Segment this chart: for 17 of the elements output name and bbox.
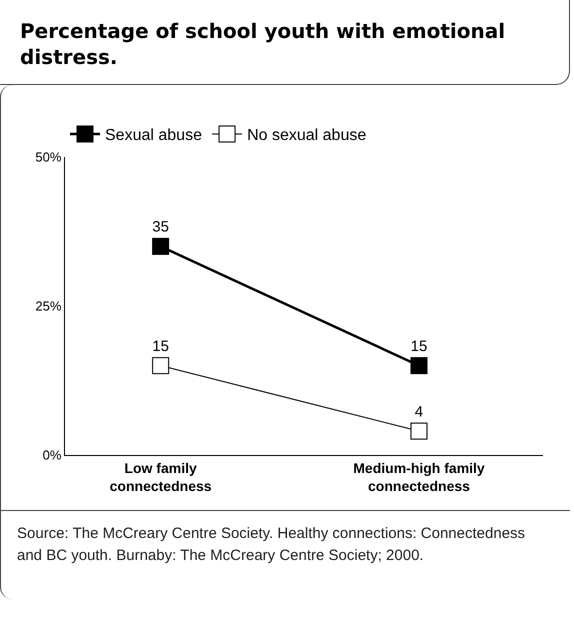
- source-note: Source: The McCreary Centre Society. Healthy connections: Connectedness and BC youth. Burnaby: The McCreary Centre Society; 2000.: [0, 510, 570, 599]
- point: [152, 357, 170, 374]
- data-label: 15: [410, 338, 428, 355]
- x-tick-label: Medium-high family connectedness: [353, 460, 485, 494]
- data-label: 4: [414, 403, 424, 420]
- data-label: 15: [152, 338, 169, 355]
- legend-label: No sexual abuse: [247, 127, 366, 144]
- point: [410, 422, 428, 440]
- y-tick-label: 50%: [35, 150, 62, 165]
- y-tick-label: 25%: [35, 298, 62, 314]
- point: [410, 357, 428, 374]
- legend-label: Sexual abuse: [105, 127, 202, 144]
- x-tick-label: Low family connectedness: [110, 460, 212, 494]
- point: [152, 238, 170, 255]
- data-label: 35: [152, 218, 169, 236]
- y-tick-label: 0%: [42, 448, 62, 463]
- chart-title: Percentage of school youth with emotional distress.: [0, 0, 570, 85]
